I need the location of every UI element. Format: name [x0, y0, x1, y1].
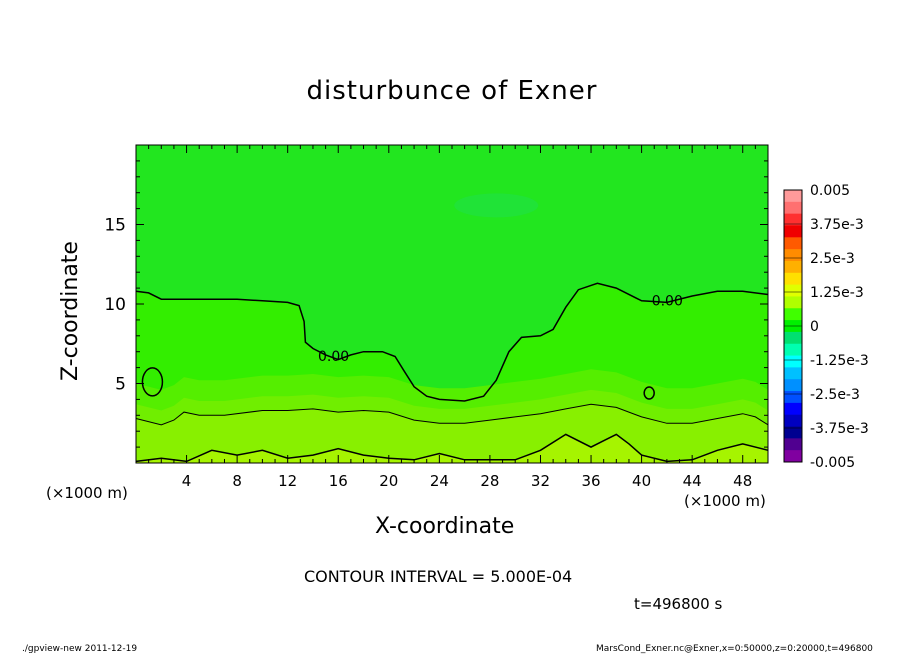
x-tick-label: 16 [329, 472, 348, 490]
time-label: t=496800 s [634, 595, 723, 613]
x-tick-label: 24 [430, 472, 449, 490]
colorbar-segment [784, 379, 802, 392]
x-tick-label: 40 [632, 472, 651, 490]
contour-label: 0.00 [652, 294, 683, 310]
y-tick-label: 15 [104, 216, 126, 236]
colorbar-segment [784, 426, 802, 439]
colorbar-segment [784, 272, 802, 286]
colorbar-segment [784, 225, 802, 238]
x-unit-right: (×1000 m) [684, 492, 766, 510]
colorbar-segment [784, 308, 802, 321]
colorbar-label: -0.005 [810, 455, 855, 471]
colorbar-segment [784, 190, 802, 203]
colorbar-segment [784, 391, 802, 404]
colorbar-label: 2.5e-3 [810, 251, 855, 267]
x-tick-label: 8 [232, 472, 242, 490]
colorbar-segment [784, 414, 802, 427]
x-tick-label: 4 [182, 472, 192, 490]
colorbar-segment [784, 402, 802, 416]
x-tick-label: 36 [581, 472, 600, 490]
colorbar-segment [784, 201, 802, 215]
colorbar-label: -2.5e-3 [810, 387, 860, 403]
colorbar-segment [784, 284, 802, 297]
colorbar-segment [784, 355, 802, 368]
y-tick-label: 5 [115, 375, 126, 395]
x-tick-label: 48 [733, 472, 752, 490]
colorbar-segment [784, 260, 802, 274]
colorbar-segment [784, 331, 802, 345]
contour-positive [135, 403, 769, 426]
contour-loop-left [141, 367, 164, 397]
x-tick-label: 12 [278, 472, 297, 490]
colorbar-segment [784, 438, 802, 451]
contour-zero [135, 282, 769, 402]
positive-band-4 [136, 434, 768, 463]
colorbar-segment [784, 213, 802, 226]
x-tick-label: 28 [480, 472, 499, 490]
contour-label: 0.00 [318, 349, 349, 365]
chart-title: disturbunce of Exner [306, 76, 598, 106]
x-axis-label: X-coordinate [375, 514, 515, 539]
colorbar-label: 3.75e-3 [810, 217, 864, 233]
colorbar-segment [784, 237, 802, 250]
contour-interval: CONTOUR INTERVAL = 5.000E-04 [304, 567, 573, 586]
colorbar-segment [784, 296, 802, 309]
footer-right: MarsCond_Exner.nc@Exner,x=0:50000,z=0:20… [596, 644, 873, 654]
negative-patch [454, 193, 539, 218]
negative-region [136, 145, 768, 401]
footer-left: ./gpview-new 2011-12-19 [22, 644, 138, 654]
colorbar-segment [784, 367, 802, 380]
contour-loop-right [643, 386, 655, 400]
y-tick-label: 10 [104, 295, 126, 315]
x-tick-label: 32 [531, 472, 550, 490]
colorbar-label: 0.005 [810, 183, 850, 199]
x-unit-left: (×1000 m) [46, 484, 128, 502]
colorbar-label: 0 [810, 319, 819, 335]
colorbar-label: -1.25e-3 [810, 353, 869, 369]
colorbar-segment [784, 249, 802, 262]
colorbar-label: -3.75e-3 [810, 421, 869, 437]
colorbar-label: 1.25e-3 [810, 285, 864, 301]
x-tick-label: 44 [683, 472, 702, 490]
colorbar-segment [784, 343, 802, 356]
colorbar-segment [784, 450, 802, 463]
x-tick-label: 20 [379, 472, 398, 490]
